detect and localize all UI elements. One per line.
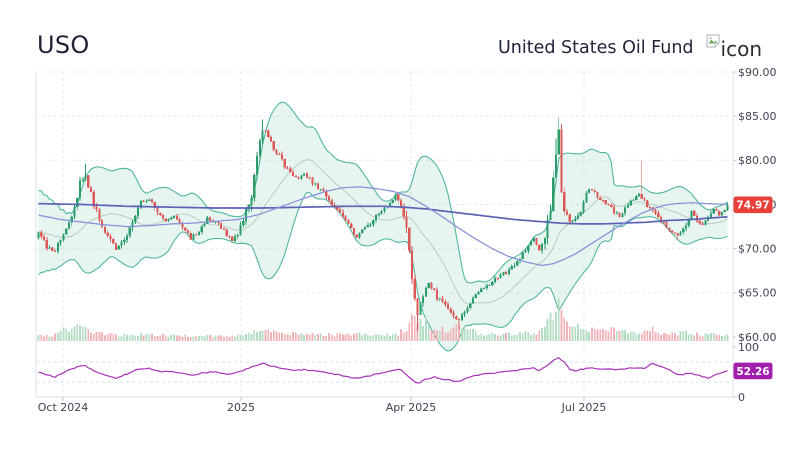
x-axis-label: 2025 [227,401,255,414]
ma200-line [38,202,728,225]
y-axis-label: $85.00 [738,110,777,123]
volume-layer [37,298,729,341]
sub-axis-label: 0 [738,391,745,404]
last-price-badge: 74.97 [733,196,773,214]
logo-alt-text: icon [720,37,762,61]
y-axis-label: $60.00 [738,331,777,344]
rsi-line [38,356,728,384]
bollinger-fill [38,102,728,352]
svg-text:52.26: 52.26 [736,366,769,378]
x-axis-label: Oct 2024 [38,401,89,414]
header-right: United States Oil Fund icon [498,34,762,59]
moving-averages-layer [38,186,728,267]
site-logo: icon [705,34,762,61]
bollinger-lower-line [38,191,728,352]
y-axis-label: $70.00 [738,243,777,256]
x-axis-label: Apr 2025 [386,401,437,414]
ma50-line [38,186,728,267]
y-axis-label: $80.00 [738,154,777,167]
svg-text:74.97: 74.97 [736,200,769,212]
y-axis-label: $90.00 [738,66,777,79]
sma20-line [38,159,728,305]
x-axis-label: Jul 2025 [561,401,607,414]
bollinger-band-layer [38,101,728,352]
rsi-value-badge: 52.26 [733,362,773,380]
page-title-symbol: USO [37,31,90,59]
fund-name: United States Oil Fund [498,37,694,58]
bollinger-upper-line [38,101,728,284]
broken-image-icon [705,34,720,48]
candles-layer [37,117,729,331]
sub-axis-label: 100 [738,341,759,354]
y-axis-label: $65.00 [738,287,777,300]
